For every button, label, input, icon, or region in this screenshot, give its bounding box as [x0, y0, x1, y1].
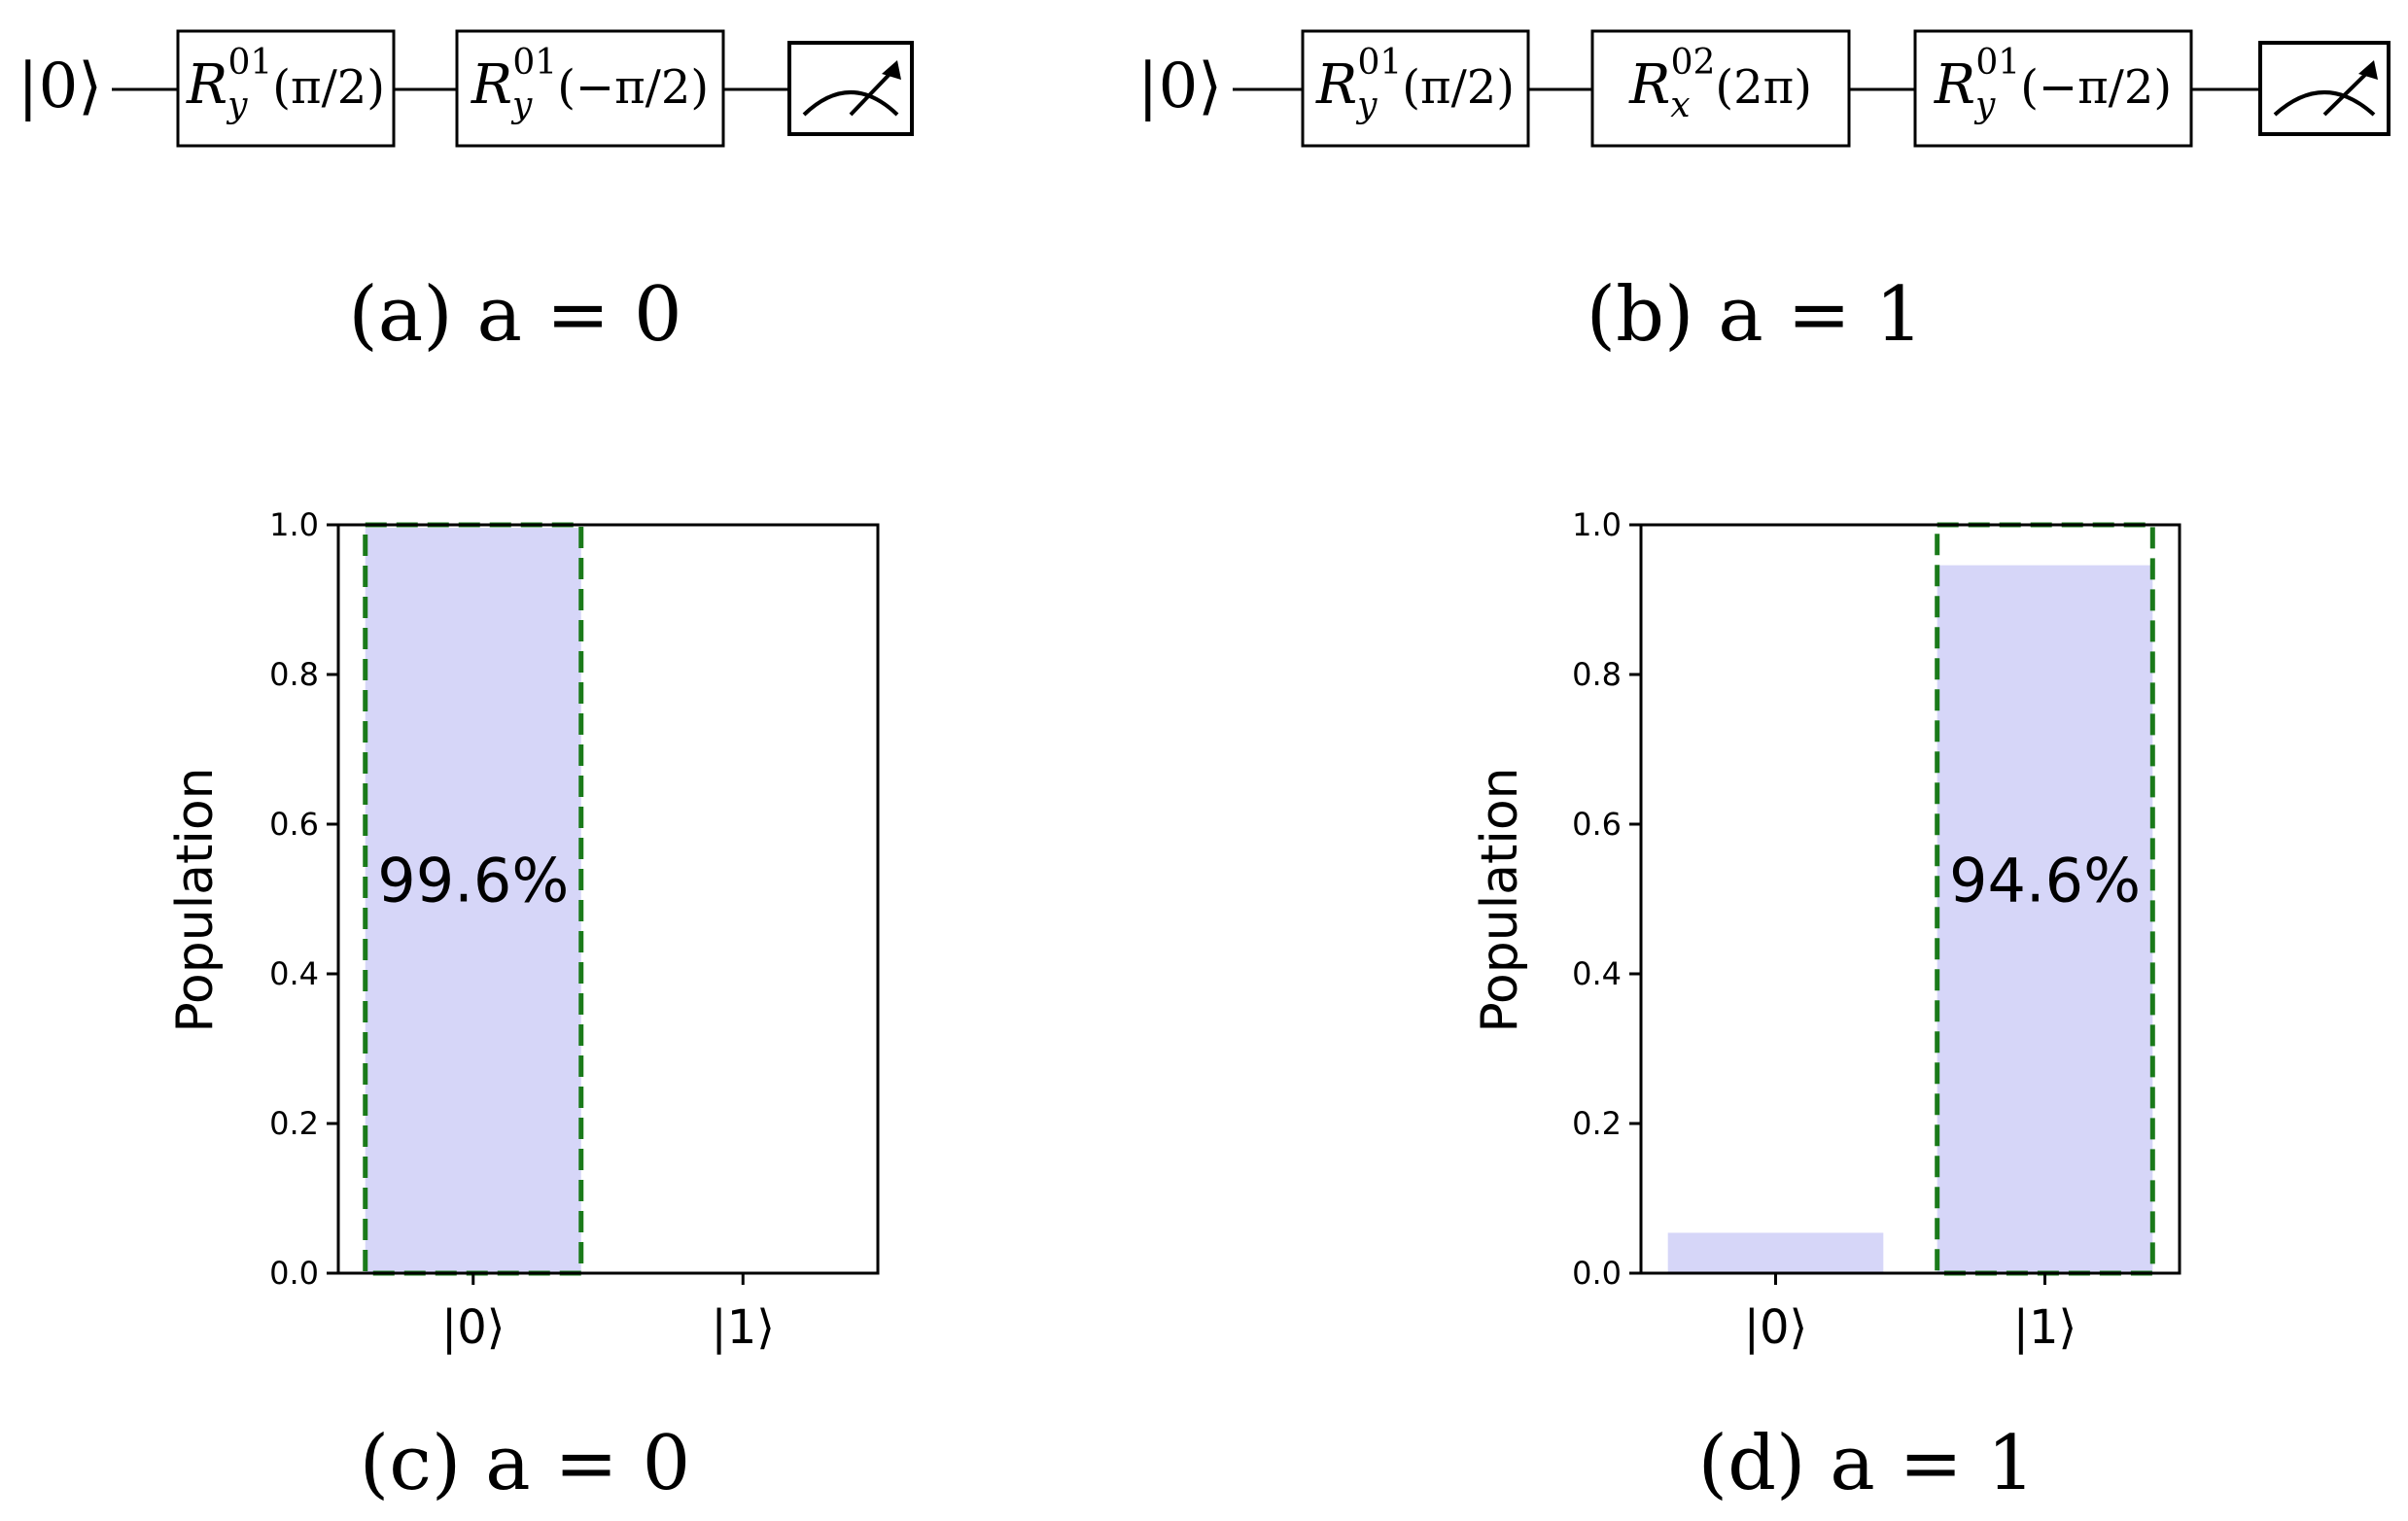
svg-text:Ry01(−π/2): Ry01(−π/2) — [1934, 43, 2172, 125]
caption-d: (d) a = 1 — [1698, 1420, 2036, 1507]
circuit-a-input-label: |0⟩ — [17, 51, 102, 122]
gate-sup: 01 — [227, 43, 272, 83]
gate-sub: y — [1355, 86, 1378, 125]
gate-base: R — [1628, 53, 1670, 117]
gate-arg: (π/2) — [1402, 60, 1515, 115]
gate-sup: 01 — [1975, 43, 2020, 83]
gate-arg: (2π) — [1715, 60, 1812, 115]
gate-arg: (−π/2) — [557, 60, 709, 115]
chart-d: 0.0 0.2 0.4 0.6 0.8 1.0 |0⟩ |1⟩ 94.6% Population… — [1471, 506, 2181, 1507]
circuit-b-gate-3: Ry01(−π/2) — [1913, 29, 2193, 148]
caption-a: (a) a = 0 — [348, 271, 681, 359]
ytick-label: 0.8 — [1572, 656, 1622, 693]
caption-b: (b) a = 1 — [1587, 271, 1924, 359]
circuit-a: |0⟩ Ry01(π/2) Ry01(−π/2) (a) a = 0 — [17, 29, 914, 359]
gate-base: R — [471, 53, 512, 117]
ytick-label: 0.0 — [269, 1255, 319, 1292]
svg-text:Ry01(π/2): Ry01(π/2) — [1315, 43, 1515, 125]
ytick-label: 0.4 — [1572, 955, 1622, 992]
meter-icon — [787, 41, 914, 136]
ytick-label: 0.6 — [1572, 806, 1622, 843]
gate-sup: 01 — [512, 43, 557, 83]
ytick-label: 1.0 — [269, 506, 319, 543]
chart-d-ylabel: Population — [1471, 767, 1529, 1032]
gate-sub: y — [226, 86, 248, 125]
axes-frame-d — [1639, 523, 2181, 1275]
gate-sub: y — [510, 86, 533, 125]
gate-arg: (π/2) — [272, 60, 385, 115]
ytick-label: 0.0 — [1572, 1255, 1622, 1292]
bar-d-0 — [1667, 1232, 1884, 1273]
meter-icon — [2258, 41, 2391, 136]
ytick-label: 0.4 — [269, 955, 319, 992]
gate-sup: 01 — [1357, 43, 1402, 83]
circuit-a-gate-2: Ry01(−π/2) — [455, 29, 725, 148]
ytick-label: 0.2 — [269, 1105, 319, 1142]
svg-text:Rx02(2π): Rx02(2π) — [1628, 43, 1812, 125]
caption-c: (c) a = 0 — [360, 1420, 690, 1507]
svg-text:Ry01(−π/2): Ry01(−π/2) — [471, 43, 709, 125]
chart-c-ylabel: Population — [166, 767, 225, 1032]
circuit-b-input-label: |0⟩ — [1137, 51, 1222, 122]
gate-sup: 02 — [1671, 43, 1716, 83]
circuit-b: |0⟩ Ry01(π/2) Rx02(2π) Ry01(−π/2) — [1137, 29, 2391, 359]
ytick-label: 0.8 — [269, 656, 319, 693]
gate-arg: (−π/2) — [2020, 60, 2172, 115]
bar-d-1 — [1937, 565, 2153, 1273]
circuit-a-gate-1: Ry01(π/2) — [176, 29, 396, 148]
ytick-label: 0.6 — [269, 806, 319, 843]
svg-text:Ry01(π/2): Ry01(π/2) — [186, 43, 385, 125]
gate-base: R — [1934, 53, 1975, 117]
circuit-b-gate-1: Ry01(π/2) — [1301, 29, 1530, 148]
xtick-label: |1⟩ — [2013, 1300, 2076, 1355]
circuit-b-measure — [2258, 41, 2391, 136]
bar-annotation: 99.6% — [377, 846, 569, 916]
xtick-label: |0⟩ — [1744, 1300, 1807, 1355]
ytick-label: 1.0 — [1572, 506, 1622, 543]
gate-base: R — [1315, 53, 1357, 117]
circuit-b-gate-2: Rx02(2π) — [1590, 29, 1851, 148]
circuit-a-measure — [787, 41, 914, 136]
ytick-label: 0.2 — [1572, 1105, 1622, 1142]
xtick-label: |0⟩ — [441, 1300, 505, 1355]
xtick-label: |1⟩ — [712, 1300, 775, 1355]
bar-annotation: 94.6% — [1949, 846, 2141, 916]
gate-base: R — [186, 53, 227, 117]
gate-sub: x — [1670, 86, 1690, 125]
bar-c-0 — [365, 528, 581, 1273]
chart-c: 0.0 0.2 0.4 0.6 0.8 1.0 |0⟩ |1⟩ 99.6% Population… — [166, 506, 880, 1507]
gate-sub: y — [1973, 86, 1996, 125]
axes-frame-c — [336, 523, 880, 1275]
